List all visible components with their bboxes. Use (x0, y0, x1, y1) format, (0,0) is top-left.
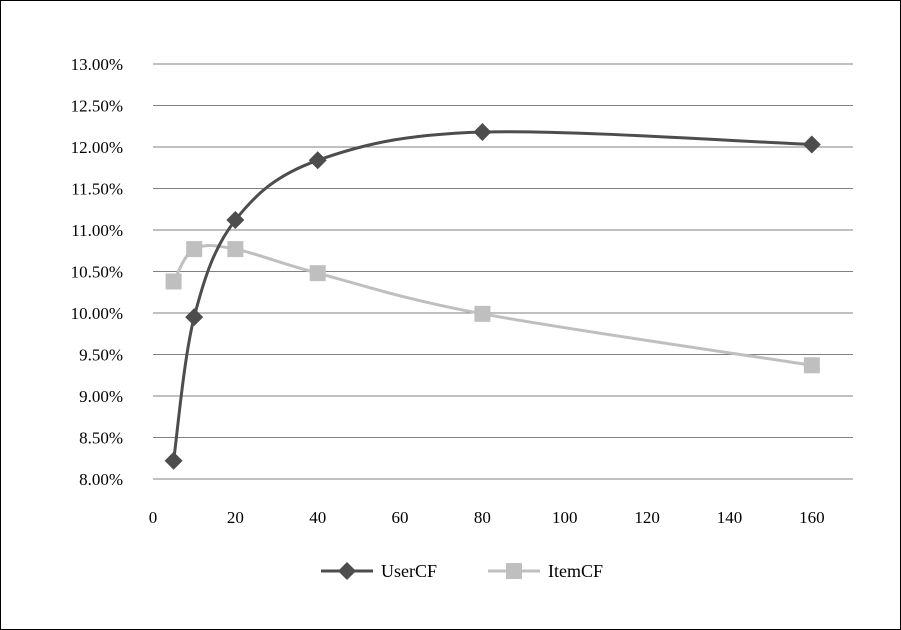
data-point-usercf (226, 211, 245, 230)
y-axis: 8.00% 8.50% 9.00% 9.50% 10.00% 10.50% 11.00% 11… (71, 55, 123, 489)
series-line-usercf (172, 130, 812, 461)
series-itemcf (165, 241, 820, 374)
data-point-usercf (185, 308, 204, 327)
y-tick-label: 8.00% (79, 470, 123, 489)
data-point-usercf (164, 451, 183, 470)
y-tick-label: 12.00% (71, 138, 123, 157)
x-tick-label: 120 (634, 508, 660, 527)
x-tick-label: 20 (227, 508, 244, 527)
x-tick-label: 0 (149, 508, 158, 527)
y-tick-label: 11.50% (71, 180, 123, 199)
y-tick-label: 13.00% (71, 55, 123, 74)
y-tick-label: 9.50% (79, 346, 123, 365)
data-point-itemcf (227, 241, 244, 258)
data-point-itemcf (474, 305, 491, 322)
data-point-itemcf (803, 357, 820, 374)
x-axis: 0 20 40 60 80 100 120 140 160 (149, 478, 853, 527)
data-point-itemcf (309, 265, 326, 282)
y-tick-label: 11.00% (71, 221, 123, 240)
data-point-usercf (802, 135, 821, 154)
y-tick-label: 9.00% (79, 387, 123, 406)
x-tick-label: 160 (799, 508, 825, 527)
y-tick-label: 10.50% (71, 263, 123, 282)
legend: UserCF ItemCF (321, 561, 603, 581)
x-tick-label: 100 (552, 508, 578, 527)
gridlines (153, 63, 853, 480)
series-layer (164, 123, 821, 470)
y-tick-label: 8.50% (79, 429, 123, 448)
y-tick-label: 10.00% (71, 304, 123, 323)
x-tick-label: 40 (309, 508, 326, 527)
x-tick-label: 140 (717, 508, 743, 527)
series-usercf (164, 123, 821, 470)
legend-marker-usercf (338, 562, 356, 580)
data-point-itemcf (186, 241, 203, 258)
data-point-usercf (308, 151, 327, 170)
series-line-itemcf (172, 244, 813, 367)
legend-item-usercf: UserCF (321, 561, 437, 581)
data-point-itemcf (165, 273, 182, 290)
legend-label: UserCF (381, 561, 437, 581)
legend-label: ItemCF (548, 561, 603, 581)
legend-item-itemcf: ItemCF (488, 561, 603, 581)
legend-marker-itemcf (506, 563, 522, 579)
x-tick-label: 60 (392, 508, 409, 527)
x-tick-label: 80 (474, 508, 491, 527)
data-point-usercf (473, 123, 492, 142)
y-tick-label: 12.50% (71, 97, 123, 116)
